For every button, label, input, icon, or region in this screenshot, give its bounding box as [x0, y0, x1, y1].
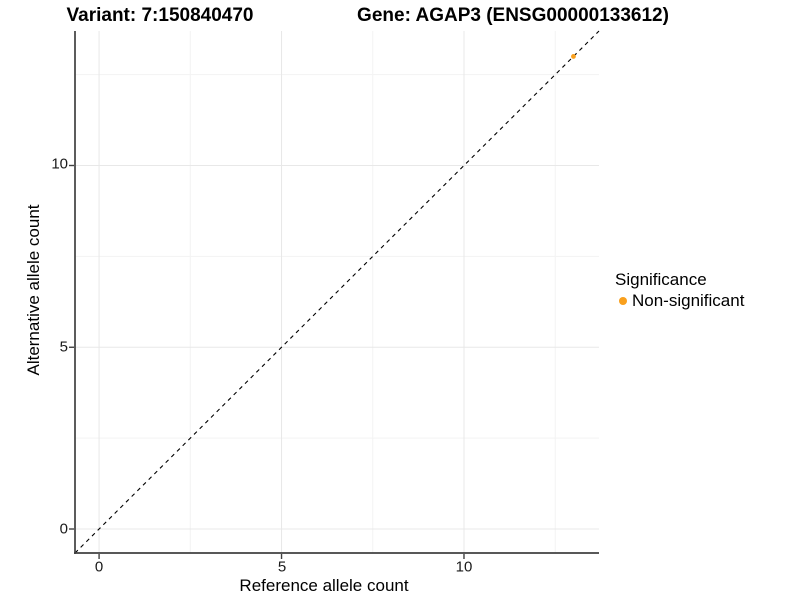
gene-title: Gene: AGAP3 (ENSG00000133612) [357, 5, 669, 26]
data-point [571, 54, 576, 59]
x-tick-label-5: 5 [277, 558, 287, 576]
x-tick-label-10: 10 [455, 558, 473, 576]
y-tick-label-10: 10 [51, 155, 68, 173]
legend-item-label: Non-significant [632, 291, 745, 310]
y-tick-label-0: 0 [59, 520, 68, 538]
legend: Significance Non-significant [615, 270, 744, 311]
legend-dot-icon [619, 297, 627, 305]
x-tick-label-0: 0 [94, 558, 104, 576]
legend-title: Significance [615, 270, 707, 289]
variant-title: Variant: 7:150840470 [66, 5, 254, 26]
legend-item-non-significant: Non-significant [615, 291, 744, 311]
y-tick-label-5: 5 [59, 338, 68, 356]
x-axis-label: Reference allele count [239, 576, 409, 595]
identity-line [74, 30, 600, 554]
